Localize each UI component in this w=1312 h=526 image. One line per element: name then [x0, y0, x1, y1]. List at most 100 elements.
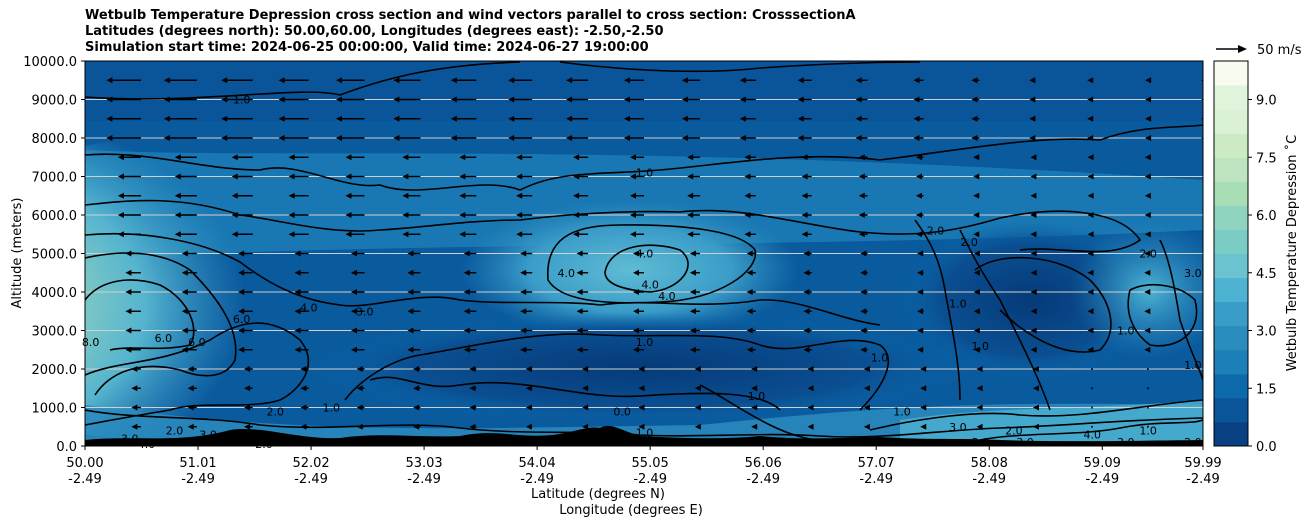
- wind-vector-head: [633, 327, 639, 334]
- x-tick-label-lon: -2.49: [181, 472, 215, 487]
- colorbar: 0.0 1.5 3.0 4.5 6.0 7.5 9.0: [1213, 60, 1277, 455]
- wind-vector-head: [751, 443, 758, 446]
- wind-vector-head: [633, 346, 639, 353]
- wind-vector-head: [231, 212, 238, 218]
- wind-vector-head: [573, 192, 580, 199]
- wind-vector-head: [61, 154, 67, 160]
- wind-vector-head: [516, 173, 523, 180]
- wind-vector-head: [1087, 77, 1094, 84]
- wind-vector-head: [689, 346, 696, 353]
- wind-vector-head: [638, 385, 645, 392]
- wind-vector-head: [463, 289, 470, 295]
- colorbar-tick-label: 1.5: [1256, 382, 1277, 397]
- wind-vector-head: [916, 192, 922, 199]
- wind-vector-head: [863, 404, 870, 411]
- contour-label: 2.0: [1005, 425, 1023, 438]
- wind-vector-head: [1144, 269, 1151, 276]
- wind-vector-head: [739, 135, 746, 141]
- wind-vector-head: [1087, 96, 1094, 103]
- wind-vector-head: [463, 327, 470, 334]
- contour-label: 4.0: [641, 278, 659, 291]
- wind-vector-head: [1144, 346, 1151, 353]
- contour-lines: [85, 61, 1203, 443]
- wind-vector-head: [413, 404, 420, 411]
- wind-vector-head: [1032, 443, 1039, 446]
- wind-vector-head: [163, 135, 170, 141]
- wind-vector-head: [238, 308, 245, 315]
- wind-vector-head: [1030, 192, 1037, 199]
- wind-vector-head: [920, 404, 927, 411]
- wind-vector-head: [459, 154, 466, 161]
- wind-vector-head: [807, 423, 814, 430]
- x-tick-label-lon: -2.49: [294, 472, 328, 487]
- wind-vector-head: [231, 231, 238, 238]
- wind-vector-head: [525, 443, 532, 446]
- wind-key-label: 50 m/s: [1257, 43, 1302, 58]
- wind-vector-head: [469, 366, 476, 372]
- wind-vector-head: [973, 250, 980, 257]
- x-tick-label-lon: -2.49: [746, 472, 780, 487]
- wind-vector-head: [106, 135, 113, 141]
- contour-label: 2.0: [927, 224, 945, 237]
- x-tick-label-lat: 54.04: [519, 456, 556, 471]
- wind-vector-head: [863, 423, 870, 430]
- wind-vector-head: [356, 404, 363, 411]
- wind-vector-head: [566, 96, 573, 103]
- wind-vector-head: [244, 404, 251, 411]
- wind-vector-head: [801, 212, 808, 218]
- wind-vector-head: [231, 154, 238, 161]
- wind-vector-head: [751, 404, 758, 411]
- colorbar-tick-label: 0.0: [1256, 440, 1277, 455]
- wind-vector-head: [407, 289, 414, 295]
- wind-vector-head: [860, 308, 867, 315]
- x-tick-label-lat: 50.00: [66, 456, 103, 471]
- wind-vector-head: [125, 327, 132, 334]
- colorbar-band: [1214, 277, 1248, 303]
- wind-vector-head: [1087, 154, 1094, 161]
- wind-vector-head: [801, 154, 808, 161]
- colorbar-band: [1214, 349, 1248, 375]
- wind-vector-head: [638, 423, 645, 430]
- wind-vector-head: [61, 193, 67, 199]
- wind-vector-head: [687, 231, 694, 238]
- y-tick-label: 10000.0: [23, 55, 77, 70]
- wind-vector-head: [1145, 96, 1152, 103]
- wind-vector-head: [221, 115, 228, 122]
- wind-vector-head: [469, 404, 476, 411]
- contour-label: 1.0: [1184, 359, 1202, 372]
- x-tick-label-lat: 55.05: [632, 456, 669, 471]
- wind-vector-head: [49, 77, 55, 83]
- wind-vector-head: [300, 404, 307, 411]
- title-line-2: Latitudes (degrees north): 50.00,60.00, …: [85, 24, 664, 39]
- wind-vector-head: [238, 269, 245, 276]
- x-axis-label: Latitude (degrees N): [531, 487, 665, 502]
- wind-vector-head: [345, 154, 352, 161]
- wind-vector-head: [520, 327, 527, 334]
- wind-vector-head: [125, 269, 132, 276]
- wind-vector-head: [508, 135, 515, 141]
- wind-vector-head: [803, 250, 810, 257]
- wind-vector: [1147, 387, 1149, 390]
- contour-label: 1.0: [972, 340, 990, 353]
- wind-vector-head: [630, 212, 636, 218]
- wind-vector-head: [1030, 327, 1037, 334]
- wind-vector-head: [520, 250, 527, 257]
- contour-label: 1.0: [233, 94, 251, 107]
- wind-vector-head: [181, 289, 188, 295]
- x-axis: 50.00-2.4951.01-2.4952.02-2.4953.03-2.49…: [66, 446, 1222, 487]
- contour-label: 6.0: [233, 313, 251, 326]
- wind-vector-head: [1030, 154, 1037, 161]
- wind-vector-head: [106, 96, 113, 103]
- wind-vector-head: [855, 96, 862, 103]
- y-axis: 0.0 1000.0 2000.0 3000.0 4000.0 5000.0 6000.0 7…: [23, 55, 85, 455]
- wind-vector-head: [294, 250, 301, 257]
- x-tick-label-lat: 52.02: [292, 456, 329, 471]
- wind-vector-head: [407, 327, 414, 334]
- wind-vector-head: [520, 346, 527, 353]
- wind-vector-head: [689, 308, 696, 315]
- wind-vector: [1147, 406, 1149, 409]
- wind-vector-head: [689, 289, 696, 295]
- wind-vector-head: [520, 308, 527, 315]
- wind-vector-head: [860, 269, 867, 276]
- wind-vector-head: [624, 135, 630, 141]
